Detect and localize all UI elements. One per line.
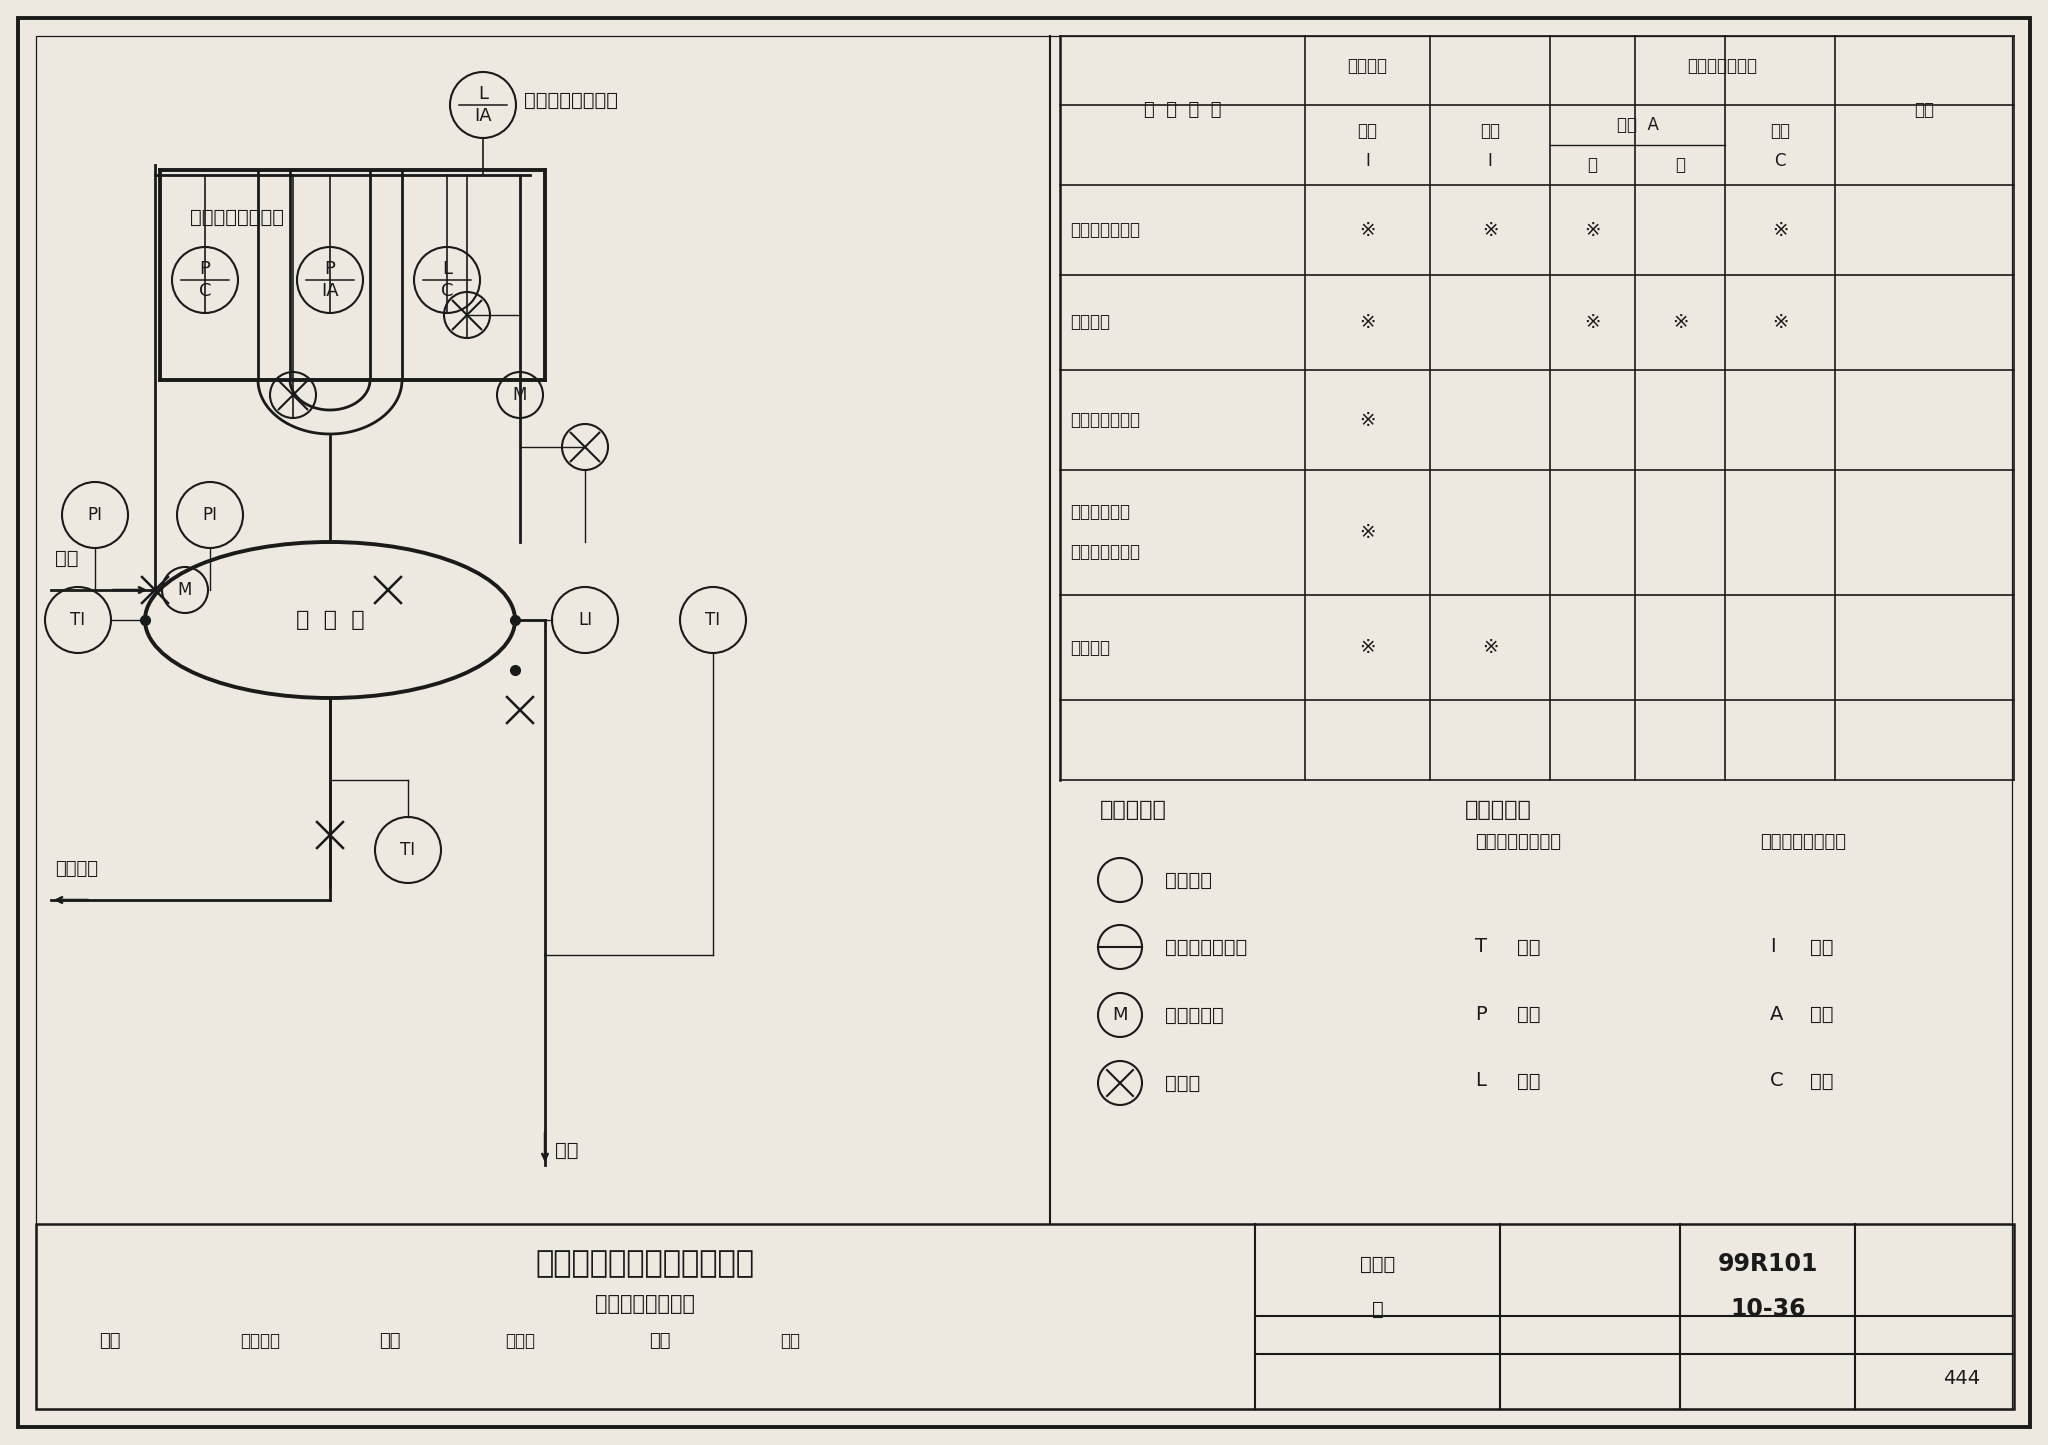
Text: 蒸汽压力自动调节: 蒸汽压力自动调节 <box>190 208 285 227</box>
Text: 高: 高 <box>1587 156 1597 173</box>
Text: C: C <box>199 282 211 299</box>
Text: L: L <box>442 260 453 279</box>
Text: 集中仪表盘测量: 集中仪表盘测量 <box>1165 938 1247 957</box>
Text: 水箱水位: 水箱水位 <box>1069 314 1110 331</box>
Text: P: P <box>324 260 336 279</box>
Text: M: M <box>178 581 193 600</box>
Text: M: M <box>1112 1006 1128 1025</box>
Text: 页: 页 <box>1372 1299 1384 1318</box>
Text: 变送器: 变送器 <box>1165 1074 1200 1092</box>
Text: 图集号: 图集号 <box>1360 1254 1395 1273</box>
Text: ※: ※ <box>1585 314 1602 332</box>
Text: 指示: 指示 <box>1481 121 1499 140</box>
Text: 10-36: 10-36 <box>1731 1298 1806 1321</box>
Text: 阀前后蒸汽压力: 阀前后蒸汽压力 <box>1069 543 1141 562</box>
Text: TI: TI <box>705 611 721 629</box>
Text: L: L <box>1475 1072 1487 1091</box>
Text: 设计: 设计 <box>649 1332 672 1350</box>
Text: P: P <box>1475 1004 1487 1023</box>
Text: 99R101: 99R101 <box>1718 1251 1819 1276</box>
Text: 控制: 控制 <box>1769 121 1790 140</box>
Text: C: C <box>1774 152 1786 171</box>
Text: 除氧器工作压力: 除氧器工作压力 <box>1069 221 1141 238</box>
Text: 校对: 校对 <box>379 1332 401 1350</box>
Text: 除  氧  器: 除 氧 器 <box>295 610 365 630</box>
Text: ※: ※ <box>1360 314 1376 332</box>
Text: 指示: 指示 <box>1358 121 1378 140</box>
Text: T: T <box>1475 938 1487 957</box>
Text: 水箱水温: 水箱水温 <box>1069 639 1110 656</box>
Text: 审核: 审核 <box>98 1332 121 1350</box>
Text: 图示说明：: 图示说明： <box>1100 801 1167 819</box>
Text: 温度: 温度 <box>1518 938 1540 957</box>
Text: 蒸汽压力调节: 蒸汽压力调节 <box>1069 503 1130 522</box>
Text: 蒸汽: 蒸汽 <box>55 549 78 568</box>
Text: LI: LI <box>578 611 592 629</box>
Text: PI: PI <box>88 506 102 525</box>
Text: 液位: 液位 <box>1518 1072 1540 1091</box>
Text: TI: TI <box>401 841 416 858</box>
Text: C: C <box>1769 1072 1784 1091</box>
Text: PI: PI <box>203 506 217 525</box>
Text: 报警: 报警 <box>1810 1004 1833 1023</box>
Text: A: A <box>1769 1004 1784 1023</box>
Text: ※: ※ <box>1483 221 1499 240</box>
Text: 至给水泵: 至给水泵 <box>55 860 98 879</box>
Text: I: I <box>1769 938 1776 957</box>
Text: ※: ※ <box>1772 314 1788 332</box>
Text: ※: ※ <box>1671 314 1688 332</box>
Text: ※: ※ <box>1360 221 1376 240</box>
Text: IA: IA <box>475 107 492 124</box>
Text: 就地测量: 就地测量 <box>1165 870 1212 890</box>
Text: ※: ※ <box>1585 221 1602 240</box>
Text: 集中控制盘控制: 集中控制盘控制 <box>1688 56 1757 75</box>
Text: C: C <box>440 282 453 299</box>
Text: 分子（或第一位）: 分子（或第一位） <box>1475 832 1561 851</box>
Text: 低: 低 <box>1675 156 1686 173</box>
Text: I: I <box>1487 152 1493 171</box>
Text: 电动操作器: 电动操作器 <box>1165 1006 1225 1025</box>
Text: 报警  A: 报警 A <box>1616 116 1659 134</box>
Text: 控制: 控制 <box>1810 1072 1833 1091</box>
Text: 就地测量: 就地测量 <box>1348 56 1386 75</box>
Text: L: L <box>477 85 487 104</box>
Text: 除氧器进口水温: 除氧器进口水温 <box>1069 410 1141 429</box>
Text: 水箱水位自动调节: 水箱水位自动调节 <box>524 91 618 110</box>
Bar <box>37 1224 2013 1409</box>
Text: 备注: 备注 <box>1915 101 1935 120</box>
Text: 仁望远忐: 仁望远忐 <box>240 1332 281 1350</box>
Text: IA: IA <box>322 282 338 299</box>
Text: 除氧器热工测量控制系统图: 除氧器热工测量控制系统图 <box>535 1250 754 1279</box>
Text: P: P <box>199 260 211 279</box>
Text: ※: ※ <box>1360 639 1376 657</box>
Text: 给水: 给水 <box>555 1140 578 1159</box>
Text: （非腐蚀性介质）: （非腐蚀性介质） <box>596 1295 694 1314</box>
Text: 压力: 压力 <box>1518 1004 1540 1023</box>
Text: ※: ※ <box>1772 221 1788 240</box>
Text: I: I <box>1366 152 1370 171</box>
Text: M: M <box>512 386 526 405</box>
Text: 工  程  项  目: 工 程 项 目 <box>1143 101 1221 120</box>
Text: 指示: 指示 <box>1810 938 1833 957</box>
Text: ※: ※ <box>1360 410 1376 429</box>
Text: 仍建: 仍建 <box>780 1332 801 1350</box>
Text: 444: 444 <box>1944 1370 1980 1389</box>
Text: 分母（或第二位）: 分母（或第二位） <box>1759 832 1845 851</box>
Text: TI: TI <box>70 611 86 629</box>
Text: 文字说明：: 文字说明： <box>1464 801 1532 819</box>
Text: ※: ※ <box>1360 523 1376 542</box>
Text: 床守关: 床守关 <box>506 1332 535 1350</box>
Text: ※: ※ <box>1483 639 1499 657</box>
